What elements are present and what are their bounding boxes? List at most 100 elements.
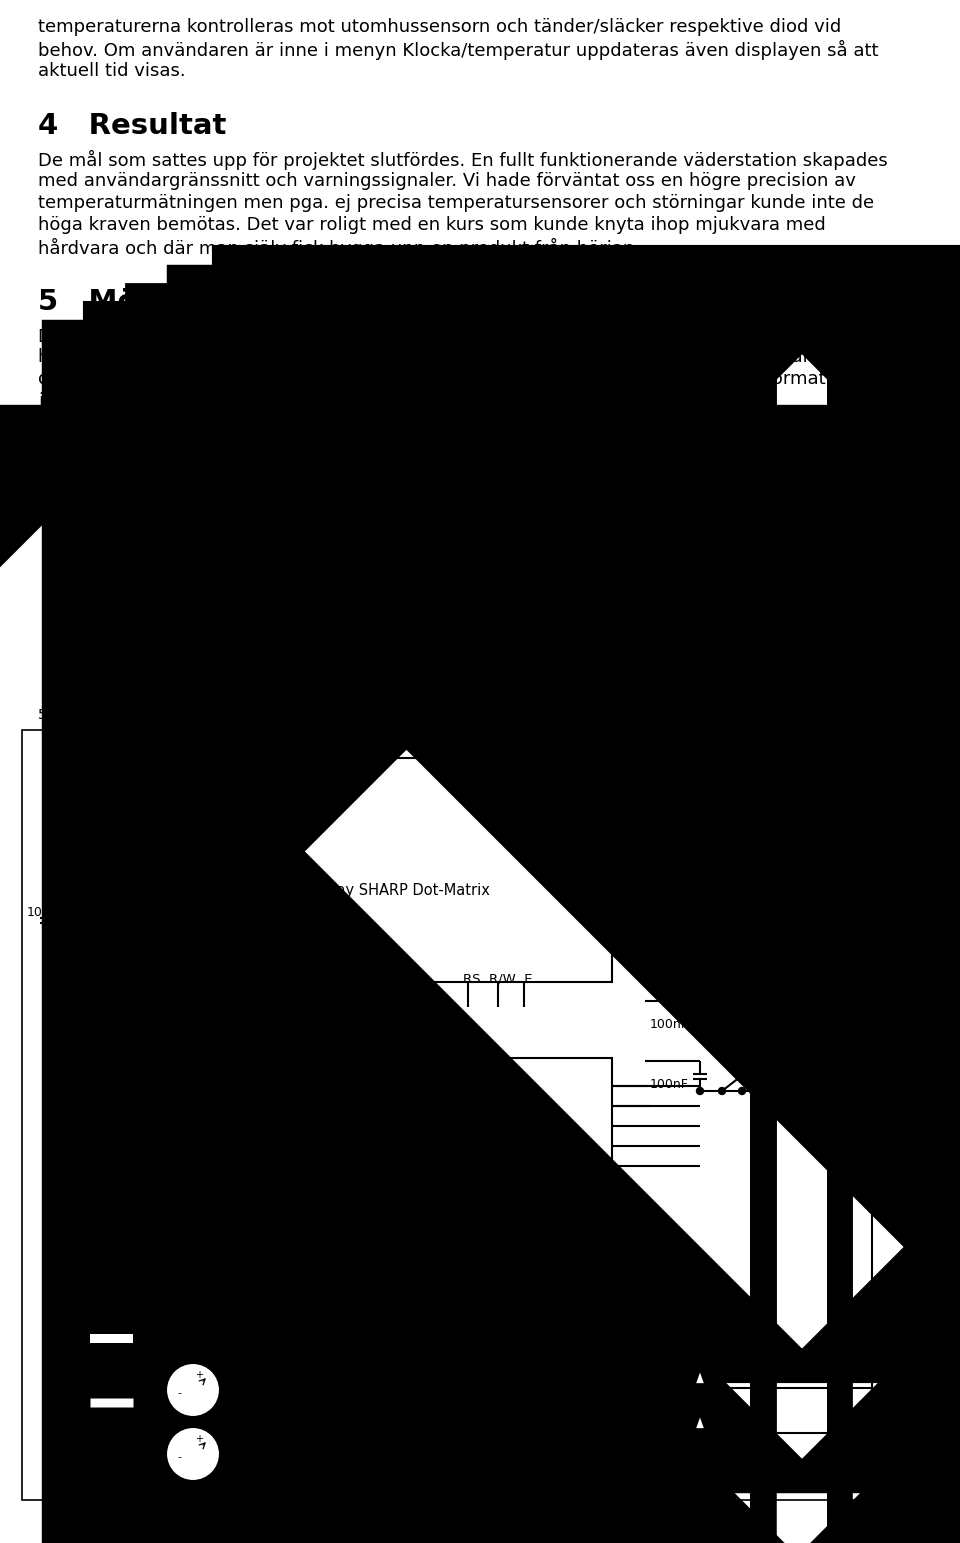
Text: VSS: VSS xyxy=(183,830,209,842)
Text: D5: D5 xyxy=(428,1153,445,1167)
Text: 100nF: 100nF xyxy=(27,906,66,920)
Text: 100nF: 100nF xyxy=(650,833,689,846)
Text: upp: upp xyxy=(855,994,878,1008)
Circle shape xyxy=(718,1088,726,1094)
Circle shape xyxy=(69,1134,77,1142)
Text: enter: enter xyxy=(855,934,888,947)
Circle shape xyxy=(300,1398,306,1406)
Circle shape xyxy=(869,935,876,941)
Text: 6   Kopplingsschema: 6 Kopplingsschema xyxy=(38,441,376,471)
Text: 10KΩ: 10KΩ xyxy=(770,983,804,995)
Circle shape xyxy=(869,875,876,881)
Text: VCC: VCC xyxy=(188,1109,216,1123)
Circle shape xyxy=(738,907,746,915)
Circle shape xyxy=(869,1054,876,1062)
Text: med användargränssnitt och varningssignaler. Vi hade förväntat oss en högre prec: med användargränssnitt och varningssigna… xyxy=(38,171,856,190)
Bar xyxy=(776,934,827,943)
Circle shape xyxy=(43,895,51,901)
Circle shape xyxy=(166,1427,220,1481)
Text: grön: grön xyxy=(630,1362,660,1375)
Text: behov. Om användaren är inne i menyn Klocka/temperatur uppdateras även displayen: behov. Om användaren är inne i menyn Klo… xyxy=(38,40,878,60)
Text: -: - xyxy=(177,1389,181,1398)
Circle shape xyxy=(738,1028,746,1034)
Text: GND: GND xyxy=(57,708,89,722)
Text: menu: menu xyxy=(855,873,891,887)
Text: +: + xyxy=(195,1370,203,1379)
Text: D3: D3 xyxy=(428,1113,445,1126)
Text: 10KΩ: 10KΩ xyxy=(770,923,804,937)
Text: De mål som sattes upp för projektet slutfördes. En fullt funktionerande vädersta: De mål som sattes upp för projektet slut… xyxy=(38,150,888,170)
Text: reset: reset xyxy=(855,809,887,822)
Text: V0: V0 xyxy=(183,802,201,816)
Text: 100nF: 100nF xyxy=(650,1079,689,1091)
Text: aktuell tid visas.: aktuell tid visas. xyxy=(38,62,185,80)
Text: D0  D1  D2: D0 D1 D2 xyxy=(368,1075,441,1089)
Text: deras data. Vi valde att inte göra detta i projektet för att vi inte tycker att : deras data. Vi valde att inte göra detta… xyxy=(38,370,900,387)
Text: hur programmet är skriver är det enkelt att ta in flera analoga signaler, visa o: hur programmet är skriver är det enkelt … xyxy=(38,349,883,366)
Text: intressant.: intressant. xyxy=(38,392,133,410)
Bar xyxy=(178,1058,612,1318)
Bar xyxy=(776,873,827,883)
Circle shape xyxy=(69,795,77,801)
Text: Display SHARP Dot-Matrix: Display SHARP Dot-Matrix xyxy=(300,883,490,898)
Circle shape xyxy=(869,810,876,816)
Bar xyxy=(89,1398,133,1407)
Circle shape xyxy=(697,1028,704,1034)
Text: 5kΩ: 5kΩ xyxy=(101,781,126,793)
Circle shape xyxy=(718,907,726,915)
Circle shape xyxy=(69,821,77,829)
Circle shape xyxy=(718,1028,726,1034)
Circle shape xyxy=(738,842,746,850)
Polygon shape xyxy=(695,1415,705,1429)
Text: DB0-DB7: DB0-DB7 xyxy=(208,972,268,984)
Text: A4   A5: A4 A5 xyxy=(258,1304,306,1318)
Circle shape xyxy=(738,1088,746,1094)
Text: 4   Resultat: 4 Resultat xyxy=(38,113,227,140)
Text: D4: D4 xyxy=(428,1133,445,1146)
Circle shape xyxy=(275,1335,281,1341)
Text: D6: D6 xyxy=(428,1173,445,1187)
Text: temperaturmätningen men pga. ej precisa temperatursensorer och störningar kunde : temperaturmätningen men pga. ej precisa … xyxy=(38,194,875,211)
Text: GND: GND xyxy=(188,1146,218,1159)
Circle shape xyxy=(43,767,51,773)
Circle shape xyxy=(697,1088,704,1094)
Text: 5V: 5V xyxy=(37,708,56,722)
Text: hårdvara och där man själv fick bygga upp en produkt från början.: hårdvara och där man själv fick bygga up… xyxy=(38,238,640,258)
Text: höga kraven bemötas. Det var roligt med en kurs som kunde knyta ihop mjukvara me: höga kraven bemötas. Det var roligt med … xyxy=(38,216,826,235)
Text: LM335: LM335 xyxy=(181,1494,226,1508)
Circle shape xyxy=(166,1362,220,1416)
Text: ner: ner xyxy=(855,1054,876,1068)
Text: 100nF: 100nF xyxy=(650,958,689,971)
Text: 1KΩ: 1KΩ xyxy=(95,1324,121,1336)
Text: A0   A1: A0 A1 xyxy=(418,1304,466,1318)
Text: B0-B7: B0-B7 xyxy=(188,1075,228,1089)
Circle shape xyxy=(738,967,746,975)
Text: 5V: 5V xyxy=(863,708,881,722)
Text: AVR Mega 16: AVR Mega 16 xyxy=(324,1200,425,1216)
Text: 1KΩ: 1KΩ xyxy=(95,1389,121,1401)
Circle shape xyxy=(697,842,704,850)
Circle shape xyxy=(869,995,876,1001)
Circle shape xyxy=(69,938,77,946)
Text: RESET: RESET xyxy=(428,1092,468,1106)
Text: +: + xyxy=(195,1433,203,1444)
Circle shape xyxy=(43,1335,51,1341)
Circle shape xyxy=(43,1170,51,1176)
Circle shape xyxy=(718,967,726,975)
Text: röd: röd xyxy=(630,1407,652,1420)
Circle shape xyxy=(697,907,704,915)
Circle shape xyxy=(697,967,704,975)
Bar xyxy=(776,809,827,818)
Text: 10KΩ: 10KΩ xyxy=(770,1043,804,1055)
Bar xyxy=(22,730,938,1500)
Text: 5   Möjlighet för vidareutveckling: 5 Möjlighet för vidareutveckling xyxy=(38,289,587,316)
Circle shape xyxy=(43,1335,51,1341)
Text: AREF: AREF xyxy=(188,1183,222,1196)
Text: -: - xyxy=(177,1452,181,1463)
Polygon shape xyxy=(695,1370,705,1384)
Text: 100nF: 100nF xyxy=(650,1018,689,1031)
Circle shape xyxy=(43,1100,51,1106)
Bar xyxy=(776,1054,827,1063)
Circle shape xyxy=(43,1398,51,1406)
Text: 7: 7 xyxy=(924,1531,936,1543)
